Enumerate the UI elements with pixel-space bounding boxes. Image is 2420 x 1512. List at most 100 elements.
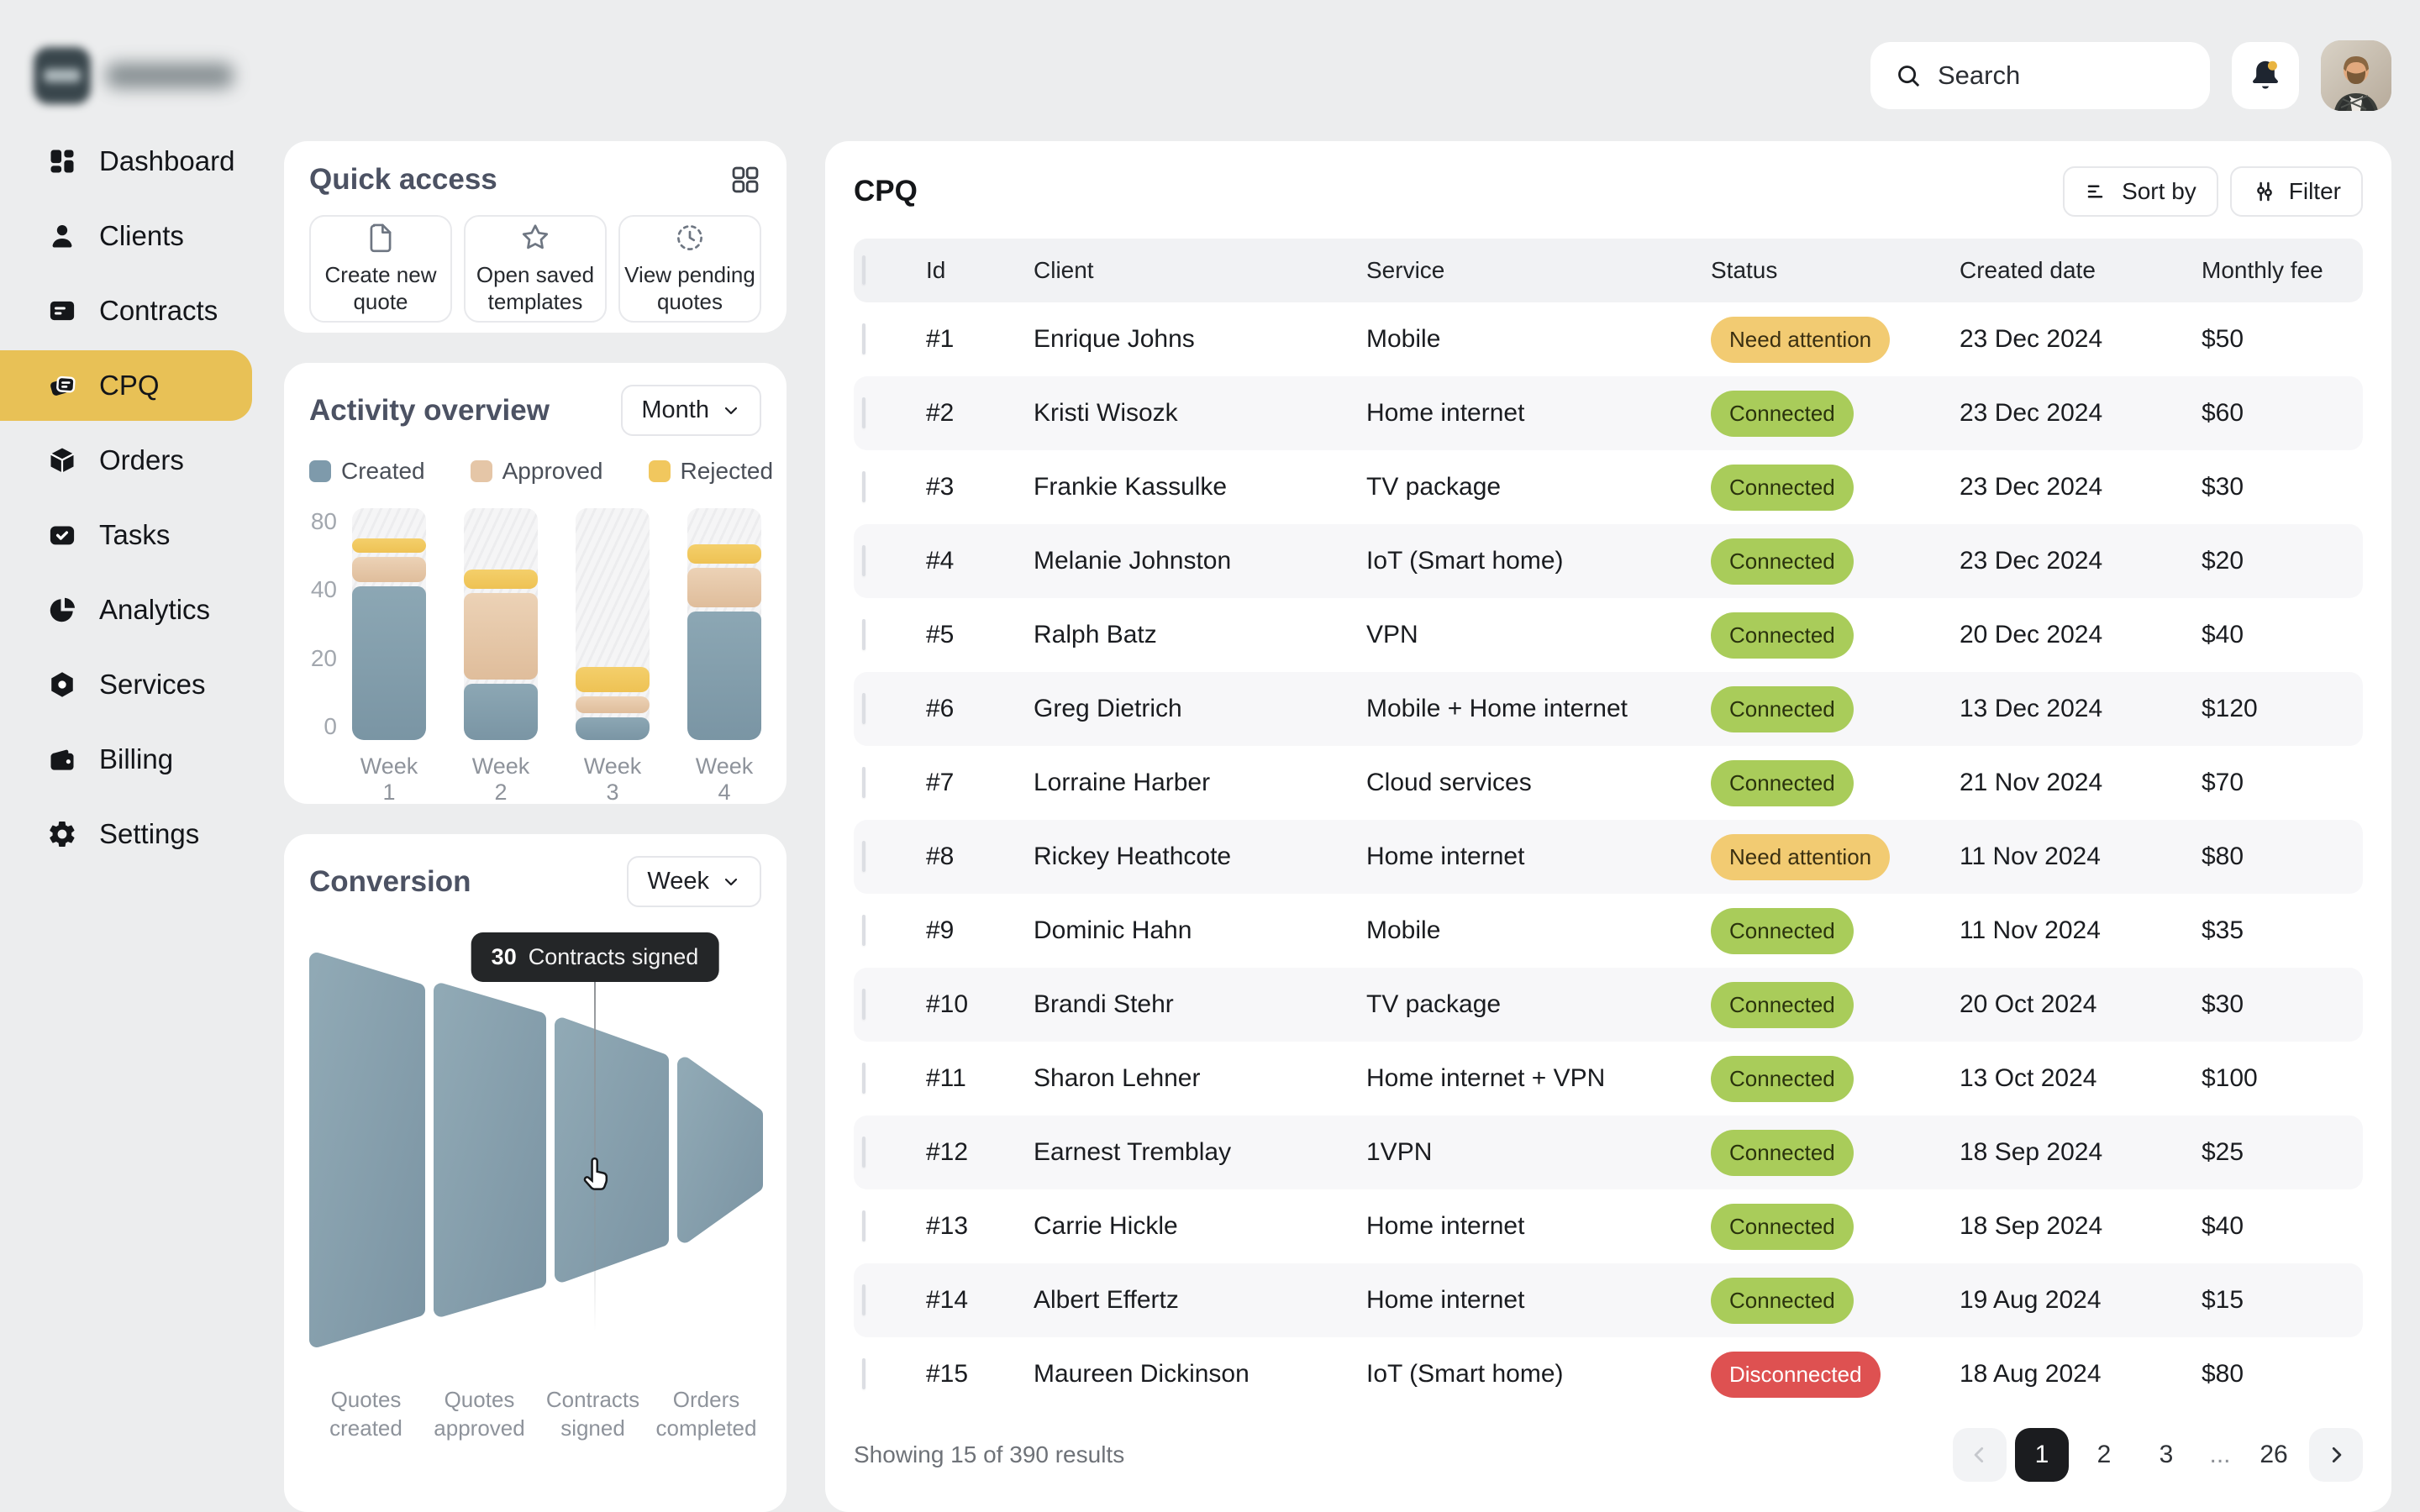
table-row[interactable]: #3 Frankie Kassulke TV package Connected 23 … (854, 450, 2363, 524)
row-checkbox[interactable] (862, 841, 865, 872)
page-button-26[interactable]: 26 (2247, 1428, 2301, 1482)
legend-item-created: Created (309, 458, 425, 485)
bar-segment-approved (687, 568, 761, 607)
tooltip-line (594, 979, 596, 1331)
cell-id: #2 (926, 399, 955, 427)
select-all-checkbox[interactable] (862, 255, 865, 285)
conversion-period-dropdown[interactable]: Week (627, 856, 761, 907)
funnel-stage-label: Quotes approved (434, 1387, 525, 1441)
cell-service: Home internet (1366, 1212, 1525, 1240)
page-button-1[interactable]: 1 (2015, 1428, 2069, 1482)
table-row[interactable]: #1 Enrique Johns Mobile Need attention 23 De… (854, 302, 2363, 376)
row-checkbox[interactable] (862, 397, 865, 428)
row-checkbox[interactable] (862, 1137, 865, 1168)
row-checkbox[interactable] (862, 693, 865, 724)
search-input[interactable] (1938, 60, 2186, 91)
table-row[interactable]: #14 Albert Effertz Home internet Connected 1… (854, 1263, 2363, 1337)
row-checkbox[interactable] (862, 1210, 865, 1242)
search-bar[interactable] (1870, 42, 2210, 109)
user-avatar[interactable] (2321, 40, 2391, 111)
row-checkbox[interactable] (862, 323, 865, 354)
cell-fee: $40 (2202, 1212, 2244, 1240)
bar-week-3[interactable] (576, 508, 650, 740)
sidebar-item-label: Dashboard (99, 145, 235, 176)
sidebar-item-tasks[interactable]: Tasks (0, 500, 252, 570)
notification-dot (2267, 60, 2277, 71)
table-row[interactable]: #15 Maureen Dickinson IoT (Smart home) Disc… (854, 1337, 2363, 1411)
cell-service: Cloud services (1366, 769, 1532, 796)
filter-label: Filter (2288, 178, 2341, 204)
cell-service: VPN (1366, 621, 1418, 648)
sidebar-item-dashboard[interactable]: Dashboard (0, 126, 252, 197)
brand-logo[interactable] (34, 47, 234, 104)
status-badge: Need attention (1711, 833, 1891, 880)
row-checkbox[interactable] (862, 545, 865, 576)
cell-date: 20 Oct 2024 (1960, 990, 2097, 1018)
bar-segment-approved (464, 593, 538, 680)
next-page-button[interactable] (2309, 1428, 2363, 1482)
page-button-3[interactable]: 3 (2139, 1428, 2193, 1482)
table-row[interactable]: #8 Rickey Heathcote Home internet Need atte… (854, 820, 2363, 894)
table-row[interactable]: #9 Dominic Hahn Mobile Connected 11 Nov 2024… (854, 894, 2363, 968)
prev-page-button[interactable] (1953, 1428, 2007, 1482)
open-saved-templates-button[interactable]: Open saved templates (464, 215, 607, 323)
sidebar-item-orders[interactable]: Orders (0, 425, 252, 496)
row-checkbox[interactable] (862, 1063, 865, 1094)
status-badge: Connected (1711, 612, 1854, 659)
row-checkbox[interactable] (862, 1358, 865, 1389)
cell-date: 23 Dec 2024 (1960, 399, 2103, 427)
hand-cursor-icon (583, 1157, 608, 1190)
table-row[interactable]: #11 Sharon Lehner Home internet + VPN Conne… (854, 1042, 2363, 1116)
sidebar-item-label: Services (99, 669, 206, 700)
bar-week-4[interactable] (687, 508, 761, 740)
column-header-monthly-fee: Monthly fee (2202, 257, 2323, 283)
notifications-button[interactable] (2232, 42, 2299, 109)
row-checkbox[interactable] (862, 989, 865, 1020)
table-row[interactable]: #7 Lorraine Harber Cloud services Connected… (854, 746, 2363, 820)
bar-week-1[interactable] (352, 508, 426, 740)
table-row[interactable]: #10 Brandi Stehr TV package Connected 20 Oct… (854, 968, 2363, 1042)
row-checkbox[interactable] (862, 915, 865, 946)
status-badge: Connected (1711, 390, 1854, 437)
cell-fee: $20 (2202, 547, 2244, 575)
activity-period-dropdown[interactable]: Month (621, 385, 761, 436)
view-pending-quotes-button[interactable]: View pending quotes (618, 215, 761, 323)
table-row[interactable]: #5 Ralph Batz VPN Connected 20 Dec 2024 $40 (854, 598, 2363, 672)
row-checkbox[interactable] (862, 619, 865, 650)
table-row[interactable]: #12 Earnest Tremblay 1VPN Connected 18 Sep 2… (854, 1116, 2363, 1189)
cell-id: #9 (926, 916, 955, 944)
sidebar-item-settings[interactable]: Settings (0, 799, 252, 869)
sidebar-item-clients[interactable]: Clients (0, 201, 252, 271)
sidebar-item-billing[interactable]: Billing (0, 724, 252, 795)
sidebar-item-services[interactable]: Services (0, 649, 252, 720)
row-checkbox[interactable] (862, 767, 865, 798)
activity-period-value: Month (641, 396, 709, 423)
quick-action-label: View pending quotes (624, 262, 755, 314)
sidebar-item-contracts[interactable]: Contracts (0, 276, 252, 346)
funnel-stage-quotes-created[interactable] (309, 953, 425, 1347)
sort-by-button[interactable]: Sort by (2063, 166, 2218, 217)
conversion-funnel[interactable]: 30 Contracts signed (309, 932, 763, 1357)
table-row[interactable]: #13 Carrie Hickle Home internet Connected 18… (854, 1189, 2363, 1263)
sidebar-item-cpq[interactable]: CPQ (0, 350, 252, 421)
bar-week-2[interactable] (464, 508, 538, 740)
funnel-stage-quotes-approved[interactable] (434, 983, 546, 1317)
brand-logo-mark (34, 47, 91, 104)
table-row[interactable]: #6 Greg Dietrich Mobile + Home internet Con… (854, 672, 2363, 746)
row-checkbox[interactable] (862, 1284, 865, 1315)
apps-grid-icon[interactable] (729, 164, 761, 196)
funnel-stage-contracts-signed[interactable] (555, 1017, 669, 1283)
funnel-stage-orders-completed[interactable] (677, 1057, 763, 1243)
sidebar-item-label: Clients (99, 220, 184, 251)
table-row[interactable]: #2 Kristi Wisozk Home internet Connected 23 … (854, 376, 2363, 450)
filter-button[interactable]: Filter (2229, 166, 2363, 217)
page-button-2[interactable]: 2 (2077, 1428, 2131, 1482)
row-checkbox[interactable] (862, 471, 865, 502)
sidebar-item-label: CPQ (99, 370, 160, 401)
cell-date: 23 Dec 2024 (1960, 325, 2103, 353)
topbar (0, 0, 2420, 126)
sidebar-item-analytics[interactable]: Analytics (0, 575, 252, 645)
table-row[interactable]: #4 Melanie Johnston IoT (Smart home) Connec… (854, 524, 2363, 598)
create-new-quote-button[interactable]: Create new quote (309, 215, 452, 323)
conversion-period-value: Week (647, 868, 709, 895)
